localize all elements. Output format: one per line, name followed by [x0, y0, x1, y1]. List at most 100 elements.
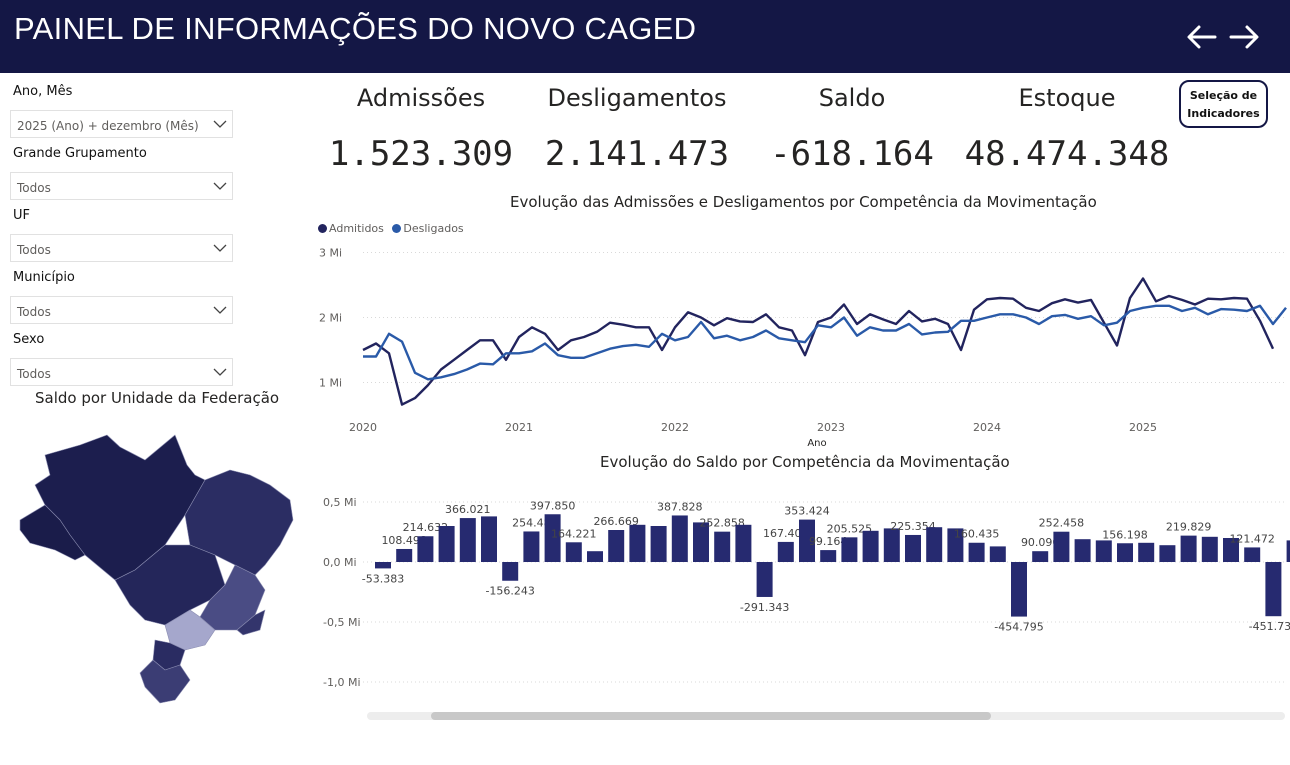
line-chart-title: Evolução das Admissões e Desligamentos p…: [510, 193, 1097, 211]
kpi-label-desligamentos: Desligamentos: [547, 84, 727, 112]
saldo-bar: [714, 531, 731, 562]
saldo-bar: [1011, 562, 1027, 617]
filter-dropdown-grande-grupamento[interactable]: Todos: [10, 172, 233, 200]
back-arrow-icon[interactable]: [1185, 20, 1219, 54]
forward-arrow-icon[interactable]: [1227, 20, 1261, 54]
saldo-bar: [883, 528, 900, 562]
kpi-value-desligamentos: 2.141.473: [544, 134, 730, 174]
bar-data-label: 121.472: [1229, 532, 1275, 545]
chevron-down-icon: [213, 244, 227, 252]
kpi-value-saldo: -618.164: [770, 134, 934, 174]
x-tick-label: 2021: [505, 421, 533, 434]
saldo-bar: [438, 526, 455, 562]
saldo-bar: [841, 537, 858, 562]
header-bar: PAINEL DE INFORMAÇÕES DO NOVO CAGED: [0, 0, 1290, 73]
x-tick-label: 2024: [973, 421, 1001, 434]
saldo-bar: [544, 514, 561, 562]
bar-data-label: 252.858: [699, 517, 745, 530]
x-tick-label: 2025: [1129, 421, 1157, 434]
filter-dropdown-municipio[interactable]: Todos: [10, 296, 233, 324]
bar-data-label: 397.850: [530, 499, 576, 512]
saldo-bar: [1117, 543, 1133, 562]
saldo-bar: [947, 528, 964, 562]
saldo-bar: [1286, 540, 1290, 562]
bar-data-label: 366.021: [445, 503, 491, 516]
chevron-down-icon: [213, 368, 227, 376]
saldo-bar: [735, 524, 752, 562]
saldo-bar: [799, 519, 815, 562]
saldo-bar: [693, 522, 709, 562]
legend-item-desligados[interactable]: Desligados: [392, 222, 464, 235]
legend-item-admitidos[interactable]: Admitidos: [318, 222, 384, 235]
kpi-label-admissoes: Admissões: [356, 84, 486, 112]
bar-chart-title: Evolução do Saldo por Competência da Mov…: [600, 453, 1010, 471]
saldo-bar: [820, 550, 837, 562]
bar-data-label: -451.730: [1249, 620, 1290, 633]
bar-chart[interactable]: 0,5 Mi 0,0 Mi -0,5 Mi -1,0 Mi -53.383 108.498…: [305, 480, 1290, 705]
saldo-bar: [1244, 547, 1261, 562]
saldo-bar: [650, 526, 667, 562]
saldo-bar: [417, 536, 434, 562]
saldo-bar: [459, 518, 476, 562]
filter-dropdown-sexo[interactable]: Todos: [10, 358, 233, 386]
y-tick-label: 3 Mi: [319, 247, 342, 260]
saldo-bar: [375, 562, 391, 569]
y-tick-label: 1 Mi: [319, 377, 342, 390]
bar-data-label: 108.498: [381, 534, 427, 547]
bar-data-label: 353.424: [784, 505, 830, 518]
bar-data-label: 266.669: [593, 515, 639, 528]
filter-value: Todos: [17, 305, 51, 319]
bar-data-label: 219.829: [1166, 521, 1212, 534]
bar-data-label: 167.404: [763, 527, 809, 540]
filter-label-sexo: Sexo: [13, 332, 45, 347]
saldo-bar: [481, 516, 497, 562]
brazil-map[interactable]: [15, 425, 300, 710]
saldo-bar: [1053, 531, 1070, 562]
bar-data-label: 156.198: [1102, 528, 1148, 541]
chevron-down-icon: [213, 120, 227, 128]
page-title: PAINEL DE INFORMAÇÕES DO NOVO CAGED: [14, 11, 697, 46]
saldo-bar: [671, 515, 688, 562]
state-rs: [139, 659, 191, 704]
state-rj-es: [236, 609, 266, 636]
filter-label-ano-mes: Ano, Mês: [13, 84, 73, 99]
saldo-bar: [1180, 535, 1197, 562]
saldo-bar: [1032, 551, 1049, 562]
chevron-down-icon: [213, 306, 227, 314]
y-tick-label: -0,5 Mi: [323, 616, 361, 629]
saldo-bar: [502, 562, 519, 581]
saldo-bar: [1138, 542, 1155, 562]
filter-value: Todos: [17, 181, 51, 195]
y-tick-label: -1,0 Mi: [323, 676, 361, 689]
chevron-down-icon: [213, 182, 227, 190]
bar-data-label: 160.435: [954, 528, 1000, 541]
indicator-button-line1: Seleção de: [1189, 89, 1258, 102]
bar-data-label: 387.828: [657, 500, 703, 513]
kpi-label-saldo: Saldo: [818, 84, 886, 112]
bar-data-label: -156.243: [485, 585, 534, 598]
series-line-admitidos: [362, 277, 1275, 406]
filter-value: Todos: [17, 367, 51, 381]
bar-data-label: 225.354: [890, 520, 936, 533]
indicator-selection-button[interactable]: Seleção de Indicadores: [1179, 80, 1268, 128]
saldo-bar: [1265, 562, 1282, 617]
kpi-value-estoque: 48.474.348: [964, 134, 1170, 174]
saldo-bar: [968, 542, 985, 562]
bar-data-label: 164.221: [551, 527, 597, 540]
saldo-bar: [905, 534, 921, 562]
indicator-button-line2: Indicadores: [1187, 107, 1260, 120]
saldo-bar: [587, 551, 603, 562]
region-west-edge: [19, 504, 86, 561]
saldo-bar: [777, 541, 794, 562]
bar-chart-scrollbar-thumb[interactable]: [431, 712, 991, 720]
map-title: Saldo por Unidade da Federação: [35, 389, 280, 407]
series-line-desligados: [363, 304, 1287, 381]
saldo-bar: [1159, 545, 1176, 562]
line-chart[interactable]: 1 Mi 2 Mi 3 Mi 2020 2021 2022 2023 2024 2025 Ano: [305, 240, 1290, 450]
bar-data-label: -291.343: [740, 601, 789, 614]
bar-data-label: -53.383: [362, 572, 404, 585]
filter-dropdown-uf[interactable]: Todos: [10, 234, 233, 262]
y-tick-label: 0,0 Mi: [323, 556, 357, 569]
filter-dropdown-ano-mes[interactable]: 2025 (Ano) + dezembro (Mês): [10, 110, 233, 138]
bar-data-label: -454.795: [994, 621, 1043, 634]
